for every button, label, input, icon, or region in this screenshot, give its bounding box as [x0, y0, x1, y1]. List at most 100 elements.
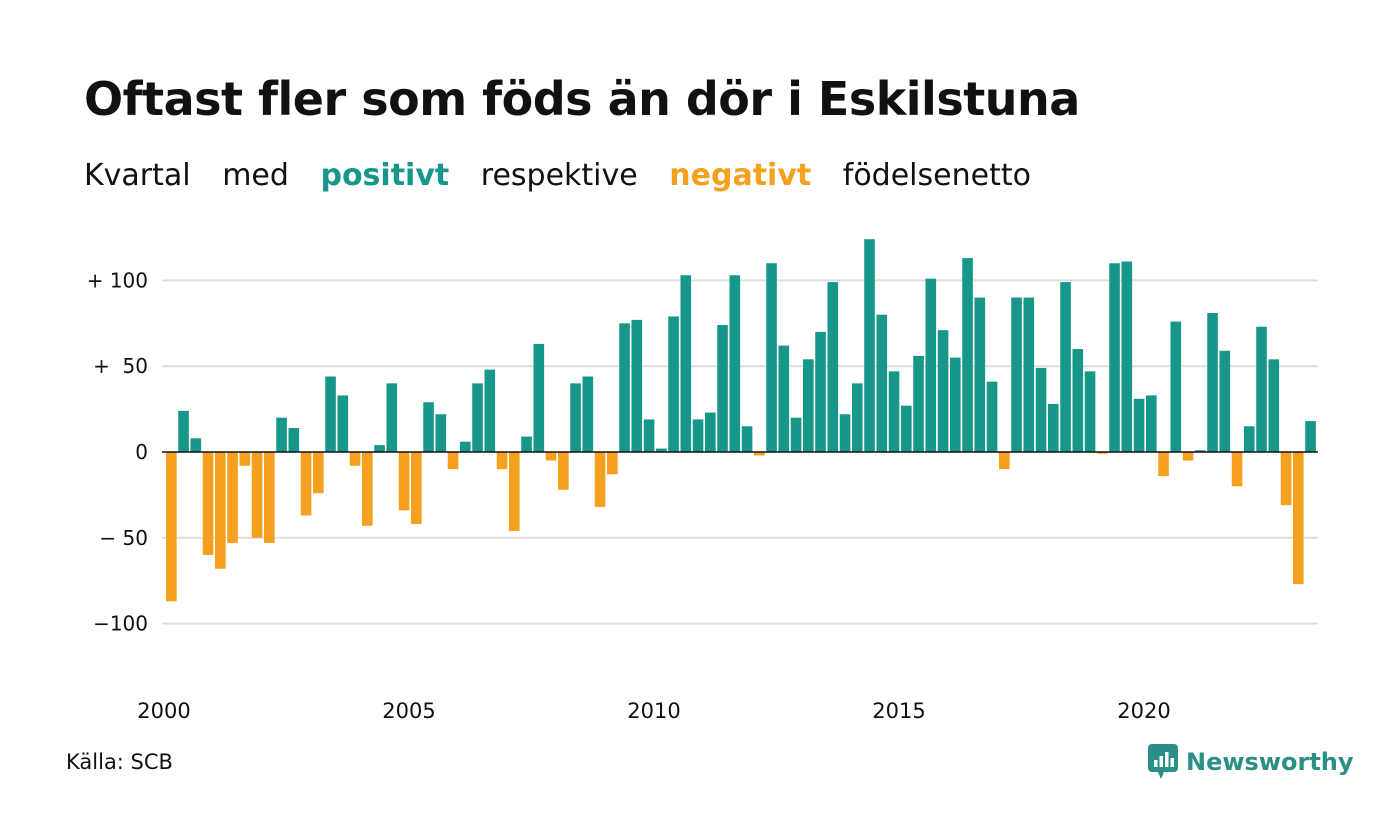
bar — [227, 452, 238, 543]
source-note: Källa: SCB — [66, 750, 173, 774]
bar — [460, 441, 471, 452]
bar — [619, 323, 630, 452]
bar — [447, 452, 459, 470]
bar — [300, 452, 312, 516]
bar — [815, 331, 826, 452]
y-tick-label: + 100 — [87, 268, 148, 292]
bar — [643, 419, 655, 452]
x-tick-label: 2020 — [1117, 699, 1170, 723]
bar — [864, 239, 875, 452]
subtitle-negative: negativt — [669, 158, 812, 193]
bar — [913, 355, 924, 452]
bar — [741, 426, 753, 452]
bar — [876, 314, 888, 452]
bar — [937, 330, 949, 452]
bar — [533, 343, 545, 452]
bar — [374, 445, 385, 452]
bar — [656, 448, 667, 452]
bar — [1035, 367, 1047, 452]
bar — [803, 359, 814, 452]
bar — [325, 376, 336, 452]
bar — [251, 452, 263, 538]
bar — [1133, 398, 1145, 452]
bar — [239, 452, 251, 466]
bar — [1109, 263, 1120, 452]
bar — [166, 452, 177, 602]
x-tick-label: 2000 — [137, 699, 190, 723]
bar — [362, 452, 373, 526]
bar — [766, 263, 777, 452]
bar — [1158, 452, 1169, 477]
bar — [1256, 326, 1267, 452]
newsworthy-logo-icon — [1148, 744, 1178, 779]
logo-text: Newsworthy — [1186, 748, 1354, 776]
bar — [852, 383, 863, 452]
bar — [558, 452, 569, 490]
subtitle-word: födelsenetto — [842, 158, 1031, 193]
bar — [215, 452, 226, 569]
bar — [484, 369, 496, 452]
bar — [411, 452, 422, 525]
bar — [790, 417, 802, 452]
bar — [754, 452, 765, 456]
bar — [1072, 349, 1084, 452]
bar — [349, 452, 361, 466]
bar — [202, 452, 214, 555]
bar — [545, 452, 557, 461]
bar — [680, 275, 692, 452]
bar — [521, 436, 532, 452]
bar — [1023, 297, 1035, 452]
bar — [607, 452, 618, 475]
bar — [901, 405, 912, 452]
bar — [582, 376, 594, 452]
y-tick-label: + 50 — [93, 354, 148, 378]
x-tick-label: 2010 — [627, 699, 680, 723]
bar — [1121, 261, 1133, 452]
bar — [594, 452, 606, 507]
bar — [1048, 403, 1059, 452]
bar — [668, 316, 679, 452]
bar — [496, 452, 508, 470]
bar — [472, 383, 483, 452]
bar — [717, 325, 728, 452]
bar — [386, 383, 398, 452]
bar — [1219, 350, 1231, 452]
bar — [631, 319, 643, 452]
bar — [1280, 452, 1292, 506]
bar — [337, 395, 349, 452]
subtitle-positive: positivt — [320, 158, 450, 193]
bar — [264, 452, 275, 543]
bar — [827, 282, 839, 452]
bar — [888, 371, 900, 452]
bar — [1084, 371, 1096, 452]
chart-title: Oftast fler som föds än dör i Eskilstuna — [84, 72, 1080, 126]
bar — [509, 452, 520, 531]
bar — [288, 427, 300, 452]
bar — [1268, 359, 1280, 452]
bar — [999, 452, 1010, 470]
subtitle-word: Kvartal — [84, 158, 191, 193]
bar — [986, 381, 998, 452]
bar — [950, 357, 961, 452]
bar — [692, 419, 704, 452]
bar — [276, 417, 287, 452]
bar — [839, 414, 851, 452]
bar — [1207, 313, 1218, 452]
bar — [1060, 282, 1071, 452]
x-tick-label: 2005 — [382, 699, 435, 723]
bar — [1244, 426, 1255, 452]
bar — [1231, 452, 1243, 487]
chart-subtitle: Kvartal med positivt respektive negativt… — [84, 158, 1053, 193]
bar — [1182, 452, 1194, 461]
bar — [435, 414, 447, 452]
newsworthy-logo: Newsworthy — [1148, 744, 1354, 780]
bar — [398, 452, 410, 511]
bar — [1146, 395, 1157, 452]
bar — [1011, 297, 1022, 452]
bar — [1293, 452, 1304, 585]
y-tick-label: − 50 — [99, 526, 148, 550]
bar — [178, 410, 189, 452]
subtitle-word: respektive — [480, 158, 638, 193]
bar — [705, 412, 716, 452]
